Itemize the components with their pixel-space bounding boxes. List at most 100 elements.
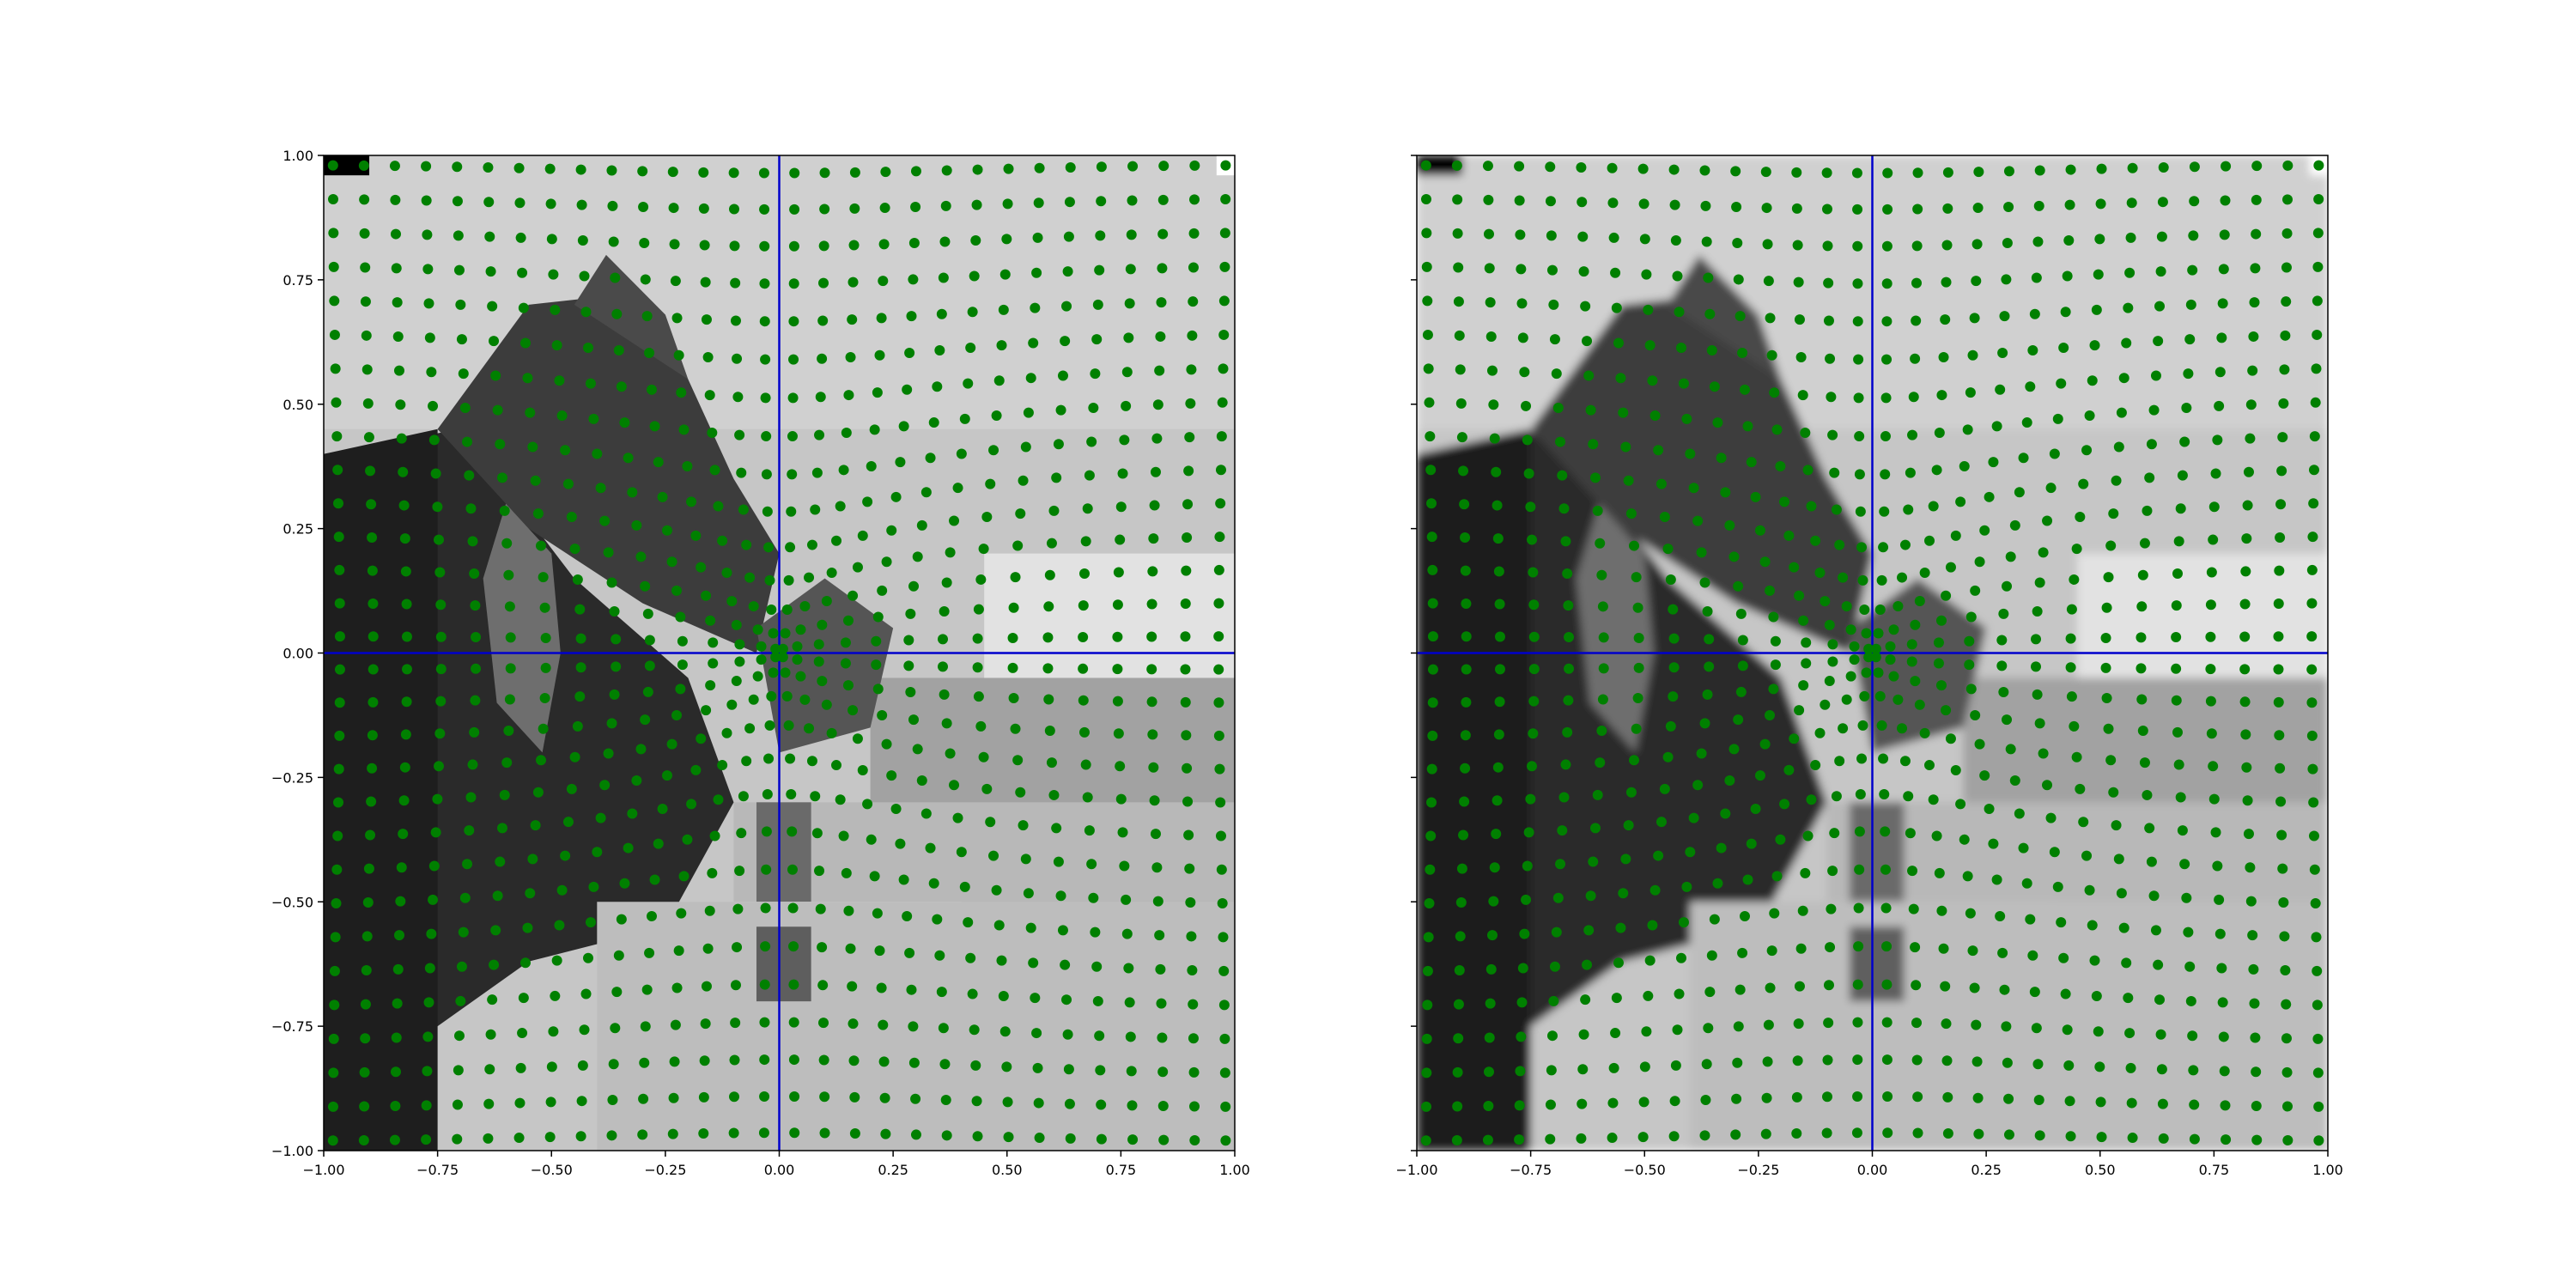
left-point-15-15 xyxy=(777,643,788,654)
right-point-25-15 xyxy=(1881,316,1893,327)
right-point-24-5 xyxy=(1582,336,1593,347)
left-point-0-19 xyxy=(910,1129,921,1140)
left-point-7-26 xyxy=(1121,894,1132,905)
right-point-27-27 xyxy=(2251,228,2262,240)
right-point-18-23 xyxy=(2105,540,2117,551)
left-point-19-2 xyxy=(398,500,410,511)
left-point-25-26 xyxy=(1124,298,1135,309)
right-point-28-9 xyxy=(1700,200,1711,211)
left-point-6-13 xyxy=(732,903,744,914)
left-point-23-8 xyxy=(585,378,596,389)
right-point-17-3 xyxy=(1528,567,1539,578)
left-point-28-21 xyxy=(971,199,982,210)
right-point-19-19 xyxy=(1979,525,1990,536)
right-point-14-1 xyxy=(1461,664,1472,675)
left-point-27-11 xyxy=(669,239,680,250)
right-point-4-3 xyxy=(1516,997,1528,1008)
right-point-27-10 xyxy=(1732,238,1743,249)
right-point-16-25 xyxy=(2171,600,2182,611)
right-point-15-15 xyxy=(1870,643,1881,654)
right-point-15-9 xyxy=(1737,635,1748,646)
right-point-18-6 xyxy=(1629,540,1640,551)
left-point-5-26 xyxy=(1123,963,1134,974)
left-point-1-1 xyxy=(359,1101,370,1112)
right-point-22-13 xyxy=(1827,429,1838,440)
left-point-15-13 xyxy=(756,641,767,652)
right-point-19-18 xyxy=(1950,530,1961,541)
right-point-4-12 xyxy=(1794,981,1805,992)
left-point-12-27 xyxy=(1147,729,1158,740)
right-point-21-7 xyxy=(1653,445,1664,456)
left-point-14-27 xyxy=(1146,664,1157,675)
left-point-4-11 xyxy=(671,982,683,993)
left-point-16-9 xyxy=(642,608,653,619)
left-point-19-4 xyxy=(465,503,477,514)
right-point-13-12 xyxy=(1824,676,1835,687)
right-point-23-6 xyxy=(1615,373,1626,384)
right-point-18-2 xyxy=(1492,533,1504,544)
right-point-3-21 xyxy=(2062,1024,2073,1036)
right-point-11-8 xyxy=(1696,748,1707,759)
left-point-24-17 xyxy=(845,352,856,363)
right-point-1-6 xyxy=(1607,1097,1619,1109)
right-point-11-17 xyxy=(1919,727,1930,738)
left-point-8-21 xyxy=(956,847,967,858)
left-point-15-10 xyxy=(677,635,688,647)
left-point-29-21 xyxy=(972,164,983,175)
right-point-23-20 xyxy=(2025,381,2036,392)
left-point-13-15 xyxy=(780,667,791,678)
left-point-28-26 xyxy=(1127,195,1138,206)
left-point-2-3 xyxy=(422,1066,433,1077)
right-point-3-6 xyxy=(1610,1028,1621,1039)
left-point-13-14 xyxy=(768,667,779,678)
right-point-4-7 xyxy=(1643,990,1654,1001)
right-point-1-1 xyxy=(1452,1101,1463,1112)
right-point-6-5 xyxy=(1583,925,1595,936)
left-point-11-8 xyxy=(603,748,614,759)
right-point-13-16 xyxy=(1888,671,1899,682)
right-point-6-19 xyxy=(1995,911,2006,922)
right-point-20-27 xyxy=(2243,466,2254,477)
left-point-27-9 xyxy=(608,236,619,247)
right-point-5-13 xyxy=(1825,942,1836,953)
left-point-3-24 xyxy=(1062,1029,1073,1040)
left-point-25-9 xyxy=(611,308,623,319)
right-point-11-11 xyxy=(1789,733,1800,744)
left-point-13-13 xyxy=(752,671,763,682)
right-point-4-22 xyxy=(2091,990,2102,1001)
right-point-28-18 xyxy=(1972,203,1984,214)
left-point-16-21 xyxy=(939,606,950,617)
right-point-8-1 xyxy=(1456,863,1467,874)
left-point-27-6 xyxy=(515,232,526,243)
left-point-21-22 xyxy=(988,445,999,456)
right-point-13-25 xyxy=(2171,695,2182,706)
left-point-2-12 xyxy=(699,1055,710,1066)
right-point-4-8 xyxy=(1674,988,1685,999)
right-point-8-17 xyxy=(1931,830,1942,841)
right-point-20-28 xyxy=(2276,465,2287,477)
left-point-0-7 xyxy=(544,1132,556,1143)
right-point-11-18 xyxy=(1945,733,1956,744)
left-point-8-8 xyxy=(592,847,603,858)
right-point-9-12 xyxy=(1806,794,1817,805)
left-point-21-17 xyxy=(838,465,849,476)
left-point-13-7 xyxy=(574,691,586,702)
right-point-20-5 xyxy=(1589,472,1601,483)
right-point-21-28 xyxy=(2277,432,2288,443)
right-point-12-6 xyxy=(1631,723,1642,734)
left-point-9-22 xyxy=(985,817,996,828)
right-point-13-29 xyxy=(2306,697,2318,708)
right-point-18-16 xyxy=(1897,572,1908,583)
left-point-7-29 xyxy=(1217,898,1228,909)
left-point-3-7 xyxy=(548,1026,559,1037)
right-point-25-5 xyxy=(1580,301,1591,312)
left-point-15-24 xyxy=(1042,632,1054,643)
left-point-14-25 xyxy=(1078,663,1089,674)
right-point-3-1 xyxy=(1453,1033,1464,1044)
right-point-17-17 xyxy=(1914,596,1925,607)
right-point-6-24 xyxy=(2150,925,2161,936)
left-point-25-28 xyxy=(1188,296,1199,307)
right-point-6-28 xyxy=(2279,931,2290,942)
right-point-8-25 xyxy=(2179,859,2190,870)
right-point-1-16 xyxy=(1912,1091,1923,1103)
